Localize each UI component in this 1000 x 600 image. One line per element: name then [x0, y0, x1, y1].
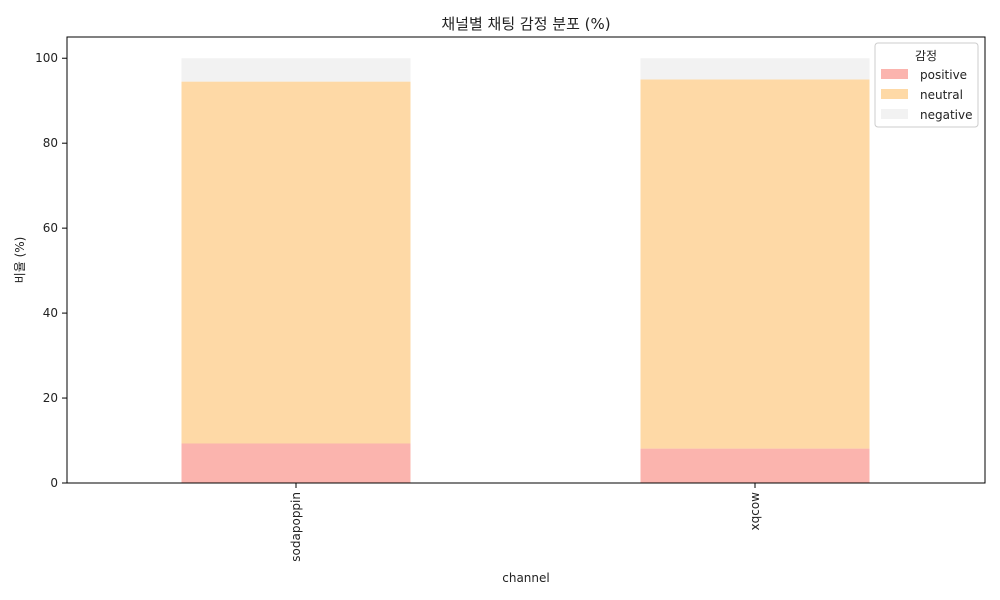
x-axis: sodapoppin xqcow [289, 483, 762, 562]
legend-swatch-positive [881, 69, 908, 79]
y-tick-label: 60 [43, 221, 58, 235]
bar-sodapoppin-positive [181, 443, 411, 483]
x-axis-label: channel [502, 571, 549, 585]
legend-swatch-negative [881, 109, 908, 119]
y-tick-label: 80 [43, 136, 58, 150]
y-axis-label: 비율 (%) [13, 237, 27, 284]
legend-label-positive: positive [920, 68, 967, 82]
bar-xqcow-negative [640, 58, 870, 80]
y-tick-label: 0 [50, 476, 58, 490]
x-tick-label-xqcow: xqcow [748, 492, 762, 531]
chart-title: 채널별 채팅 감정 분포 (%) [441, 15, 610, 33]
legend-box [874, 42, 979, 128]
legend-label-neutral: neutral [920, 88, 963, 102]
y-tick-label: 100 [35, 51, 58, 65]
y-axis: 0 20 40 60 80 100 [35, 51, 67, 490]
plot-frame [66, 36, 986, 484]
bar-sodapoppin-negative [181, 58, 411, 82]
legend-label-negative: negative [920, 108, 972, 122]
legend: 감정 positive neutral negative [874, 42, 979, 128]
legend-title: 감정 [915, 49, 937, 63]
y-tick-label: 20 [43, 391, 58, 405]
bar-xqcow-neutral [640, 79, 870, 449]
y-tick-label: 40 [43, 306, 58, 320]
bars-layer [181, 58, 870, 483]
x-tick-label-sodapoppin: sodapoppin [289, 492, 303, 562]
bar-sodapoppin-neutral [181, 81, 411, 444]
legend-swatch-neutral [881, 89, 908, 99]
bar-xqcow-positive [640, 448, 870, 483]
